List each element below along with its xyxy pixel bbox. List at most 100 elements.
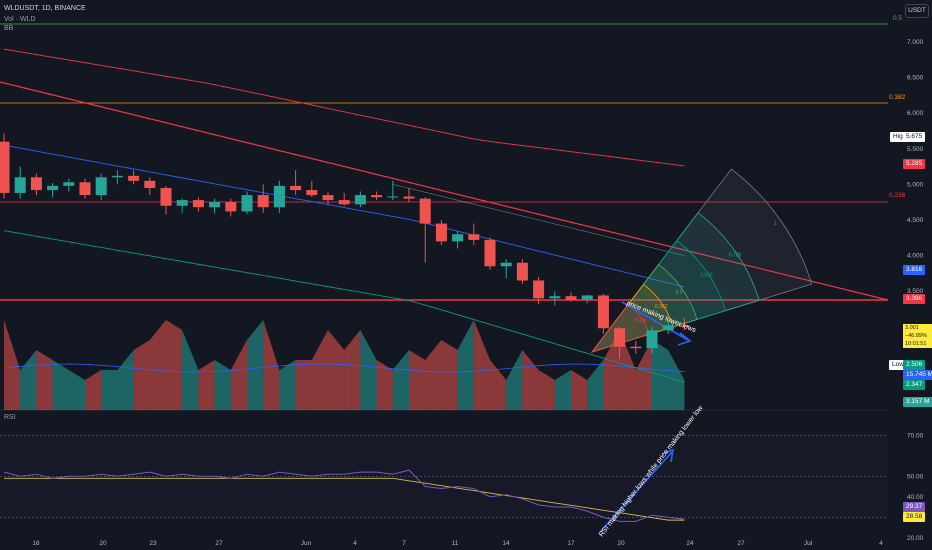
projection-line: [392, 184, 685, 256]
candle-body: [581, 295, 593, 300]
volume-segment: [133, 340, 150, 410]
fan-label-0: 0.236: [635, 318, 648, 324]
time-tick: 16: [32, 540, 40, 547]
rsi-ma-line: [4, 477, 685, 521]
candle-body: [160, 187, 172, 206]
currency-button[interactable]: USDT: [905, 4, 929, 18]
candle-body: [79, 182, 91, 196]
candle-body: [176, 200, 188, 206]
candle-body: [144, 180, 156, 188]
volume-segment: [587, 360, 604, 410]
price-tick: 4.500: [907, 217, 924, 224]
candle-body: [646, 330, 658, 349]
candle-body: [209, 202, 221, 208]
time-tick: 20: [99, 540, 107, 547]
rsi-pane: [0, 435, 888, 533]
drawn-lines: [0, 81, 889, 301]
price-tick: 6.000: [907, 110, 924, 117]
price-arrow: [621, 301, 692, 346]
volume-area: [3, 320, 685, 410]
high-label: High: [890, 132, 910, 142]
candle-body: [597, 295, 609, 329]
red-line-value: 3.396: [903, 294, 926, 304]
last-price-box: 3.001 −46.89% 10:01:51: [903, 324, 932, 348]
candle-body: [500, 262, 512, 267]
candle-body: [241, 195, 253, 212]
candle-body: [516, 262, 528, 281]
volume-segment: [490, 360, 507, 410]
volume-segment: [4, 320, 21, 410]
volume-segment: [101, 370, 118, 410]
rsi-tick: 20.00: [907, 535, 924, 542]
price-tick: 4.000: [907, 253, 924, 260]
candles: [0, 133, 690, 359]
candle-body: [533, 280, 545, 299]
candle-body: [30, 177, 42, 191]
volume-segment: [247, 320, 264, 410]
volume-segment: [571, 370, 588, 410]
candle-body: [435, 223, 447, 242]
bb-upper-line: [3, 48, 685, 167]
volume-segment: [635, 340, 652, 410]
candle-body: [452, 234, 464, 242]
price-tick: 3.500: [907, 288, 924, 295]
bb-upper-value: 5.285: [903, 159, 926, 169]
candle-body: [678, 325, 690, 327]
fan-arc-4: [590, 212, 760, 353]
candle-body: [630, 346, 642, 349]
symbol-label: WLDUSDT, 1D, BINANCE: [4, 5, 86, 12]
candle-body: [419, 198, 431, 224]
candle-body: [47, 185, 59, 191]
volume-segment: [52, 360, 69, 410]
volume-segment: [20, 350, 37, 410]
bb-lower-line: [3, 230, 685, 383]
volume-segment: [441, 340, 458, 410]
volume-last-value: 3.157 M: [903, 397, 932, 407]
price-tick: 5.500: [907, 146, 924, 153]
rsi-arrow: [599, 448, 675, 533]
price-tick: 6.500: [907, 75, 924, 82]
time-tick: 24: [686, 540, 694, 547]
candle-body: [468, 234, 480, 240]
volume-segment: [85, 370, 102, 410]
rsi-band-fill: [0, 435, 888, 518]
time-tick: 20: [617, 540, 625, 547]
fan-arc-3: [590, 240, 727, 353]
last-price: 3.001: [905, 325, 919, 331]
rsi-ma-value: 28.58: [903, 512, 926, 522]
rsi-tick: 50.00: [907, 473, 924, 480]
time-tick: 7: [402, 540, 406, 547]
time-tick: 27: [737, 540, 745, 547]
fib-level-label-0: 0.5: [893, 15, 903, 22]
volume-segment: [506, 350, 523, 410]
rsi-tick: 40.00: [907, 494, 924, 501]
volume-segment: [68, 370, 85, 410]
candle-body: [484, 239, 496, 267]
rsi-value: 29.37: [903, 502, 926, 512]
fib-level-label-2: 0.236: [889, 192, 906, 199]
fan-label-5: 1: [774, 221, 777, 227]
volume-segment: [279, 360, 296, 410]
candle-body: [257, 195, 269, 208]
price-tick: 5.000: [907, 181, 924, 188]
volume-segment: [344, 330, 361, 410]
candle-body: [111, 175, 123, 178]
candle-body: [192, 200, 204, 208]
time-tick: 14: [502, 540, 510, 547]
fib-fan: 1 0.786 0.618 0.5 0.382 0.236: [590, 168, 813, 353]
time-tick: 4: [879, 540, 883, 547]
bollinger-bands: [3, 48, 685, 383]
candle-body: [225, 202, 237, 212]
candle-body: [371, 195, 383, 198]
volume-segment: [149, 320, 166, 410]
rsi-line: [3, 469, 685, 522]
fan-label-3: 0.618: [700, 272, 713, 278]
bb-mid-value: 3.816: [903, 265, 926, 275]
vol-indicator-label: Vol · WLD: [4, 16, 36, 23]
volume-segment: [36, 350, 53, 410]
bb-mid-line: [3, 144, 685, 288]
fib-level-label-1: 0.382: [889, 94, 906, 101]
candle-body: [128, 175, 140, 181]
volume-segment: [376, 360, 393, 410]
